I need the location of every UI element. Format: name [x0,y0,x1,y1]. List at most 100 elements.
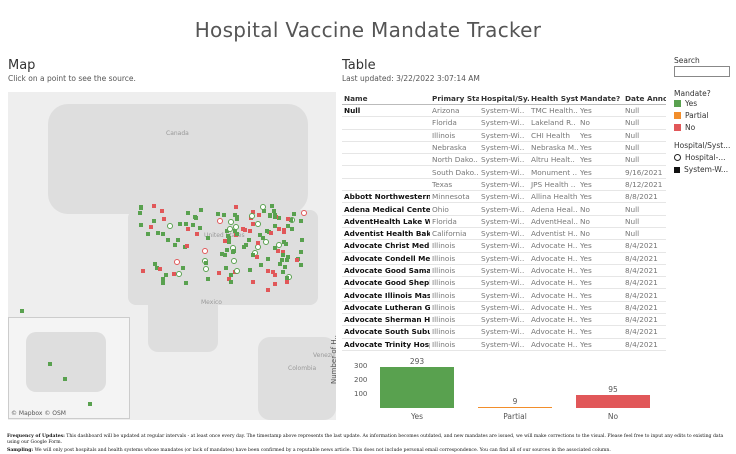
map-point[interactable] [198,225,203,230]
table-row[interactable]: South Dako.. System-Wi.. Monument .. Yes 9/1… [342,165,666,179]
bar-partial[interactable] [478,406,552,408]
map-point[interactable] [272,223,277,228]
table-row[interactable]: Null Arizona System-Wi.. TMC Health.. Yes Nul… [342,104,666,118]
map-point[interactable] [216,271,221,276]
table-row[interactable]: Florida System-Wi.. Lakeland R.. No Null [342,116,666,130]
map-point[interactable] [243,242,248,247]
map-point[interactable] [227,240,232,245]
map-point[interactable] [277,261,282,266]
map-point[interactable] [190,223,195,228]
map-point[interactable] [171,272,176,277]
map-point[interactable] [176,271,183,278]
map-point[interactable] [268,213,273,218]
map-point[interactable] [279,258,284,263]
map-point[interactable] [138,211,143,216]
map-point[interactable] [184,222,189,227]
map-point[interactable] [285,223,290,228]
map-point[interactable] [227,277,231,282]
map-point[interactable] [275,242,282,249]
map-point[interactable] [202,266,209,273]
map-point[interactable] [285,255,290,260]
map-point[interactable] [222,212,227,217]
table-row[interactable]: Advocate Sherman Hos..IllinoisSystem-Wi.… [342,313,666,327]
map-point[interactable] [272,208,277,213]
map-point[interactable] [285,276,290,281]
map-point[interactable] [184,281,189,286]
map-point[interactable] [282,230,287,235]
table-row[interactable]: Adventist Health Baker..CaliforniaSystem… [342,227,666,241]
map-point[interactable] [247,267,252,272]
table-row[interactable]: North Dako.. System-Wi.. Altru Healt.. Yes N… [342,153,666,167]
map-point[interactable] [173,242,178,247]
column-header[interactable]: Mandate? [578,93,623,105]
table-row[interactable]: Advocate Lutheran Gen..IllinoisSystem-Wi… [342,301,666,315]
legend-item-partial[interactable]: Partial [674,111,709,120]
map-point[interactable] [295,257,300,262]
map-point[interactable] [276,227,281,232]
map-point[interactable] [282,227,287,232]
map-point[interactable] [261,236,266,241]
map-point[interactable] [20,309,24,313]
map-point[interactable] [299,262,303,267]
map-point[interactable] [234,217,239,222]
map-point[interactable] [149,225,154,230]
map-point[interactable] [224,229,229,234]
map-point[interactable] [176,238,181,243]
map-point[interactable] [223,239,227,244]
map-point[interactable] [160,232,165,237]
map-point[interactable] [276,216,281,221]
map-point[interactable] [247,237,252,242]
table-row[interactable]: Illinois System-Wi.. CHI Health Yes Null [342,129,666,142]
map-point[interactable] [228,218,235,225]
table-row[interactable]: Adena Medical Center Ohio System-Wi.. Adena… [342,202,666,216]
map-point[interactable] [161,217,166,222]
map-point[interactable] [194,216,198,221]
legend-item-system[interactable]: System-W... [674,165,728,174]
map-point[interactable] [216,211,221,216]
map-point[interactable] [299,238,304,243]
legend-item-no[interactable]: No [674,123,695,132]
map-view[interactable]: Canada United States Mexico Venezu Colom… [8,92,336,420]
map-point[interactable] [232,213,237,218]
column-header[interactable]: Health Syst.. [529,93,578,105]
map-point[interactable] [272,215,277,220]
map-point[interactable] [256,213,261,218]
map-point[interactable] [250,222,255,227]
map-point[interactable] [269,230,274,235]
map-point[interactable] [265,268,270,273]
table-row[interactable]: Advocate South Suburb..IllinoisSystem-Wi… [342,325,666,339]
table-row[interactable]: Nebraska System-Wi.. Nebraska M.. Yes Null [342,141,666,155]
map-point[interactable] [284,242,289,247]
map-point[interactable] [292,212,297,217]
map-point[interactable] [272,246,277,251]
map-point[interactable] [233,267,240,274]
map-point[interactable] [251,210,255,215]
map-point[interactable] [219,251,224,256]
map-point[interactable] [185,244,190,249]
map-point[interactable] [225,234,230,239]
map-point[interactable] [153,262,157,266]
map-point[interactable] [289,217,294,222]
map-point[interactable] [174,258,181,265]
map-point[interactable] [259,263,264,268]
map-point[interactable] [165,238,170,243]
map-point[interactable] [280,249,285,254]
map-point[interactable] [290,226,295,231]
bar-yes[interactable] [380,367,454,408]
map-point[interactable] [163,272,168,277]
column-header[interactable]: Name [342,93,430,105]
table-row[interactable]: Advocate Good Samarit..IllinoisSystem-Wi… [342,264,666,278]
map-point[interactable] [284,279,289,284]
map-point[interactable] [282,239,287,244]
column-header[interactable]: Date Anno [623,93,666,105]
map-point[interactable] [154,265,159,270]
map-point[interactable] [186,210,191,215]
map-point[interactable] [155,230,160,235]
map-point[interactable] [216,218,223,225]
map-point[interactable] [161,276,166,281]
table-row[interactable]: Advocate Condell Medic..IllinoisSystem-W… [342,252,666,265]
map-point[interactable] [199,208,204,213]
table-row[interactable]: Abbott Northwestern H..MinnesotaSystem-W… [342,190,666,204]
bar-no[interactable] [576,394,650,408]
map-point[interactable] [158,267,162,271]
